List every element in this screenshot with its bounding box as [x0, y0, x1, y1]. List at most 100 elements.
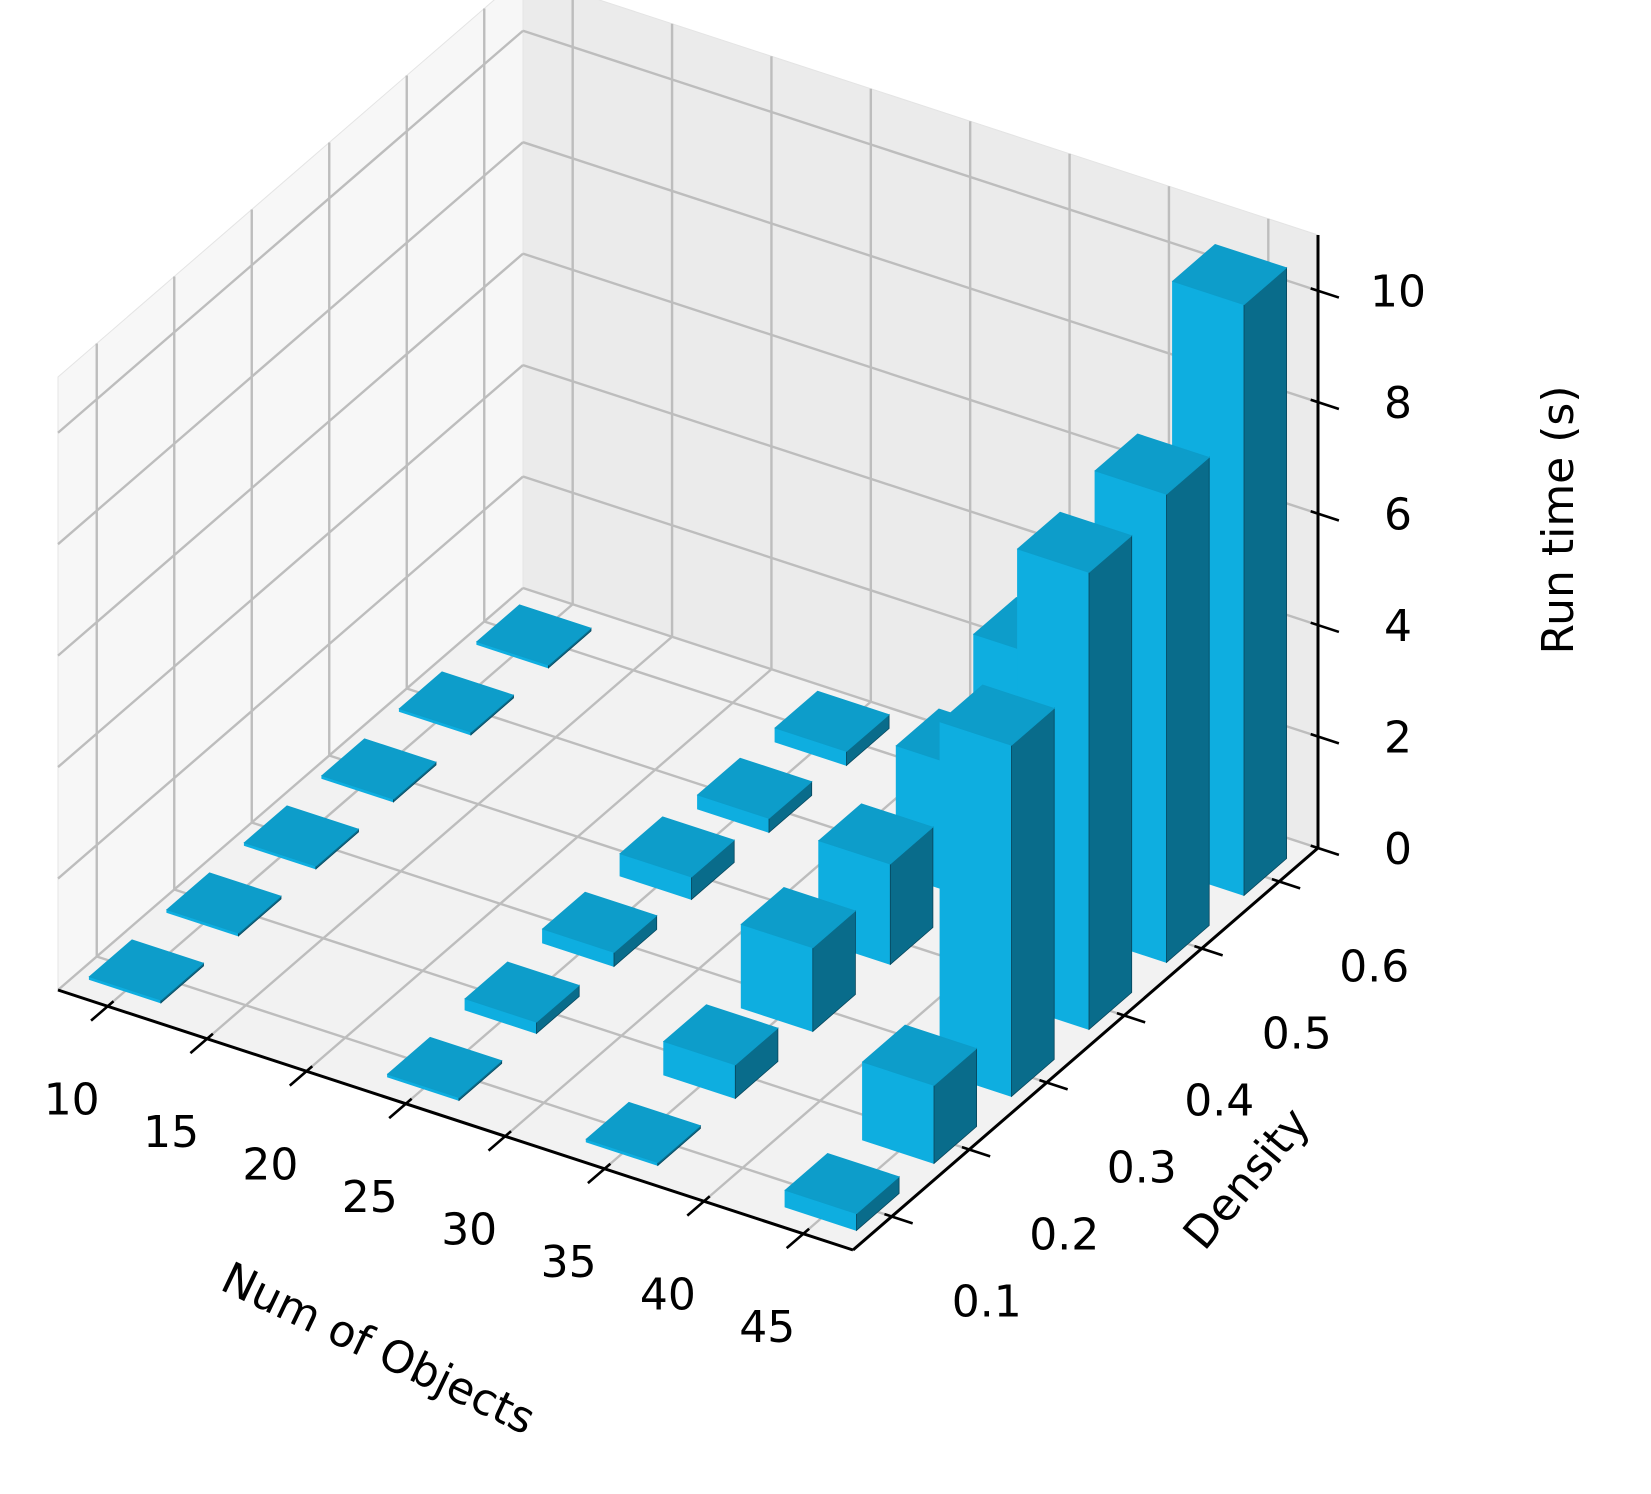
gridline-left-z	[57, 141, 524, 546]
bar	[243, 805, 360, 870]
x-tick-mark	[785, 1227, 810, 1250]
bar	[541, 891, 658, 968]
gridline-floor-y	[96, 955, 893, 1218]
bar-top-face	[541, 891, 658, 953]
bar-top-face	[464, 961, 580, 1023]
bar-top-face	[619, 816, 735, 878]
bar-top-face	[662, 1004, 779, 1066]
bar	[585, 1101, 702, 1167]
bar	[88, 939, 205, 1004]
bar-top-face	[321, 738, 437, 800]
y-tick-label: 0.2	[1029, 1210, 1099, 1261]
bar-top-face	[88, 939, 205, 1001]
x-tick-label: 15	[143, 1107, 199, 1158]
x-tick-label: 45	[739, 1302, 795, 1353]
gridline-floor-x	[106, 603, 574, 1008]
axis-lines	[57, 235, 1320, 1252]
y-tick-label: 0.5	[1262, 1009, 1332, 1060]
z-tick-mark	[1310, 398, 1340, 411]
bar	[939, 684, 1055, 1098]
bar-side-face	[1243, 266, 1287, 897]
bar-top-face	[476, 604, 592, 666]
z-axis-label: Run time (s)	[1533, 385, 1584, 654]
y-tick-label: 0.4	[1184, 1076, 1254, 1127]
x-tick-mark	[587, 1162, 612, 1185]
y-tick-mark	[884, 1212, 914, 1225]
bar	[662, 1004, 779, 1100]
bar-top-face	[386, 1036, 503, 1099]
x-tick-mark	[487, 1130, 512, 1152]
z-tick-label: 4	[1384, 601, 1412, 652]
bar-top-face	[774, 690, 890, 752]
bar-top-face	[939, 684, 1055, 746]
y-tick-label: 0.3	[1107, 1143, 1177, 1194]
y-axis-line	[852, 846, 1319, 1252]
y-tick-mark	[1039, 1078, 1069, 1091]
bar	[696, 757, 813, 834]
bar	[464, 961, 580, 1035]
x-axis-line	[57, 988, 854, 1252]
bar-top-face	[398, 671, 515, 733]
bar-top-face	[696, 757, 813, 819]
bar	[740, 887, 857, 1033]
x-tick-label: 35	[541, 1237, 597, 1288]
z-tick-mark	[1310, 287, 1340, 299]
gridline-floor-y	[173, 888, 970, 1151]
x-tick-mark	[189, 1032, 214, 1055]
bar	[784, 1152, 900, 1232]
x-tick-label: 40	[640, 1269, 696, 1320]
y-tick-mark	[961, 1145, 991, 1158]
bar	[861, 1024, 978, 1165]
gridline-left-z	[57, 475, 524, 880]
z-tick-mark	[1310, 844, 1340, 857]
x-tick-mark	[388, 1097, 413, 1120]
bar-top-face	[861, 1024, 978, 1086]
y-tick-mark	[1194, 944, 1224, 957]
y-tick-mark	[1116, 1011, 1146, 1024]
z-tick-label: 10	[1370, 267, 1426, 318]
z-tick-mark	[1310, 510, 1340, 522]
z-tick-label: 2	[1384, 713, 1412, 764]
bar-side-face	[1011, 707, 1055, 1098]
y-tick-label: 0.1	[952, 1277, 1022, 1328]
z-tick-label: 0	[1384, 824, 1412, 875]
bar	[166, 872, 282, 937]
gridline-back-z	[522, 29, 1319, 292]
gridline-floor-x	[206, 635, 673, 1040]
bar	[386, 1036, 503, 1102]
bar	[321, 738, 437, 803]
gridline-floor-x	[305, 668, 773, 1073]
gridline-left-z	[57, 252, 524, 657]
bar-top-face	[1016, 511, 1133, 573]
bar	[619, 816, 735, 901]
x-tick-mark	[288, 1065, 314, 1087]
z-tick-label: 8	[1384, 378, 1412, 429]
x-tick-label: 20	[242, 1139, 298, 1190]
bar-top-face	[166, 872, 282, 934]
x-tick-label: 30	[441, 1204, 497, 1255]
bar	[774, 690, 890, 767]
gridline-floor-x	[504, 733, 971, 1138]
y-tick-label: 0.6	[1339, 942, 1409, 993]
z-tick-label: 6	[1384, 490, 1412, 541]
bar	[398, 671, 515, 736]
gridline-left-z	[57, 29, 524, 434]
gridline-left-z	[57, 364, 524, 768]
bars	[88, 243, 1288, 1232]
bar-top-face	[1171, 243, 1288, 306]
y-tick-mark	[1271, 877, 1301, 890]
z-tick-mark	[1310, 621, 1340, 634]
x-tick-label: 25	[342, 1172, 398, 1223]
tick-marks	[90, 287, 1340, 1250]
z-tick-mark	[1310, 732, 1340, 745]
x-tick-label: 10	[44, 1074, 100, 1125]
bar	[476, 604, 592, 669]
bar-top-face	[740, 887, 857, 949]
bar-top-face	[817, 803, 934, 865]
bar-side-face	[1088, 534, 1133, 1031]
bar-top-face	[243, 805, 360, 867]
x-axis-label: Num of Objects	[214, 1253, 543, 1446]
gridline-left-z	[57, 587, 524, 991]
